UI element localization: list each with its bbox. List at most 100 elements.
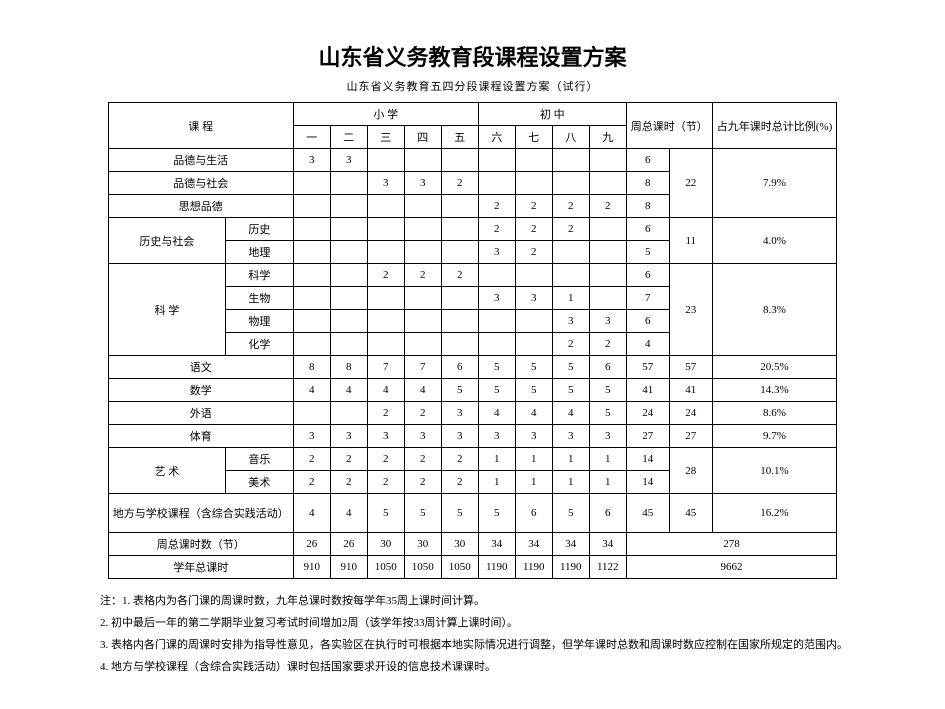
note-2: 2. 初中最后一年的第二学期毕业复习考试时间增加2周（该学年按33周计算上课时间… [100, 613, 905, 633]
cell: 3 [515, 287, 552, 310]
cell: 3 [478, 241, 515, 264]
label-geo: 地理 [225, 241, 293, 264]
cell [330, 402, 367, 425]
cell [404, 310, 441, 333]
cell: 2 [367, 448, 404, 471]
row-foreign: 外语 2 2 3 4 4 4 5 24 24 8.6% [108, 402, 837, 425]
cell [367, 195, 404, 218]
cell: 34 [589, 533, 626, 556]
group-wk-science: 23 [669, 264, 712, 356]
hdr-primary: 小 学 [293, 103, 478, 126]
cell [367, 149, 404, 172]
cell: 34 [515, 533, 552, 556]
cell [552, 172, 589, 195]
cell [404, 333, 441, 356]
subtotal: 14 [626, 471, 669, 494]
note-4: 4. 地方与学校课程（含综合实践活动）课时包括国家要求开设的信息技术课课时。 [100, 657, 905, 677]
cell: 34 [478, 533, 515, 556]
cell [441, 241, 478, 264]
cell [589, 264, 626, 287]
label-history: 历史 [225, 218, 293, 241]
notes-block: 注：1. 表格内为各门课的周课时数，九年总课时数按每学年35周上课时间计算。 2… [100, 591, 905, 677]
wk-foreign: 24 [669, 402, 712, 425]
cell [367, 241, 404, 264]
cell: 4 [404, 379, 441, 402]
cell: 3 [552, 310, 589, 333]
label-bio: 生物 [225, 287, 293, 310]
cell: 2 [552, 195, 589, 218]
label-moral-soc: 品德与社会 [108, 172, 293, 195]
subtotal: 45 [626, 494, 669, 533]
cell [330, 333, 367, 356]
cell: 2 [478, 195, 515, 218]
cell: 1050 [367, 556, 404, 579]
cell [293, 218, 330, 241]
cell: 3 [367, 172, 404, 195]
cell: 5 [515, 379, 552, 402]
cell: 1 [552, 471, 589, 494]
row-history: 历史与社会 历史 2 2 2 6 11 4.0% [108, 218, 837, 241]
wk-pe: 27 [669, 425, 712, 448]
cell [367, 218, 404, 241]
cell: 1 [478, 448, 515, 471]
cell: 3 [478, 425, 515, 448]
cell: 910 [293, 556, 330, 579]
cell: 2 [589, 195, 626, 218]
cell [293, 195, 330, 218]
cell: 2 [515, 195, 552, 218]
cell [589, 172, 626, 195]
cell: 26 [293, 533, 330, 556]
cell: 2 [367, 402, 404, 425]
cell: 5 [478, 494, 515, 533]
wk-chinese: 57 [669, 356, 712, 379]
cell: 5 [589, 379, 626, 402]
cell: 4 [478, 402, 515, 425]
hdr-junior: 初 中 [478, 103, 626, 126]
label-art-group: 艺 术 [108, 448, 225, 494]
cell [367, 310, 404, 333]
cell [515, 333, 552, 356]
cell: 6 [589, 356, 626, 379]
cell: 30 [441, 533, 478, 556]
subtotal: 6 [626, 264, 669, 287]
cell: 1122 [589, 556, 626, 579]
hdr-ratio: 占九年课时总计比例(%) [712, 103, 837, 149]
label-local: 地方与学校课程（含综合实践活动） [108, 494, 293, 533]
cell [515, 149, 552, 172]
cell: 4 [552, 402, 589, 425]
cell: 3 [404, 172, 441, 195]
hdr-course: 课 程 [108, 103, 293, 149]
cell [478, 310, 515, 333]
cell: 5 [367, 494, 404, 533]
wk-math: 41 [669, 379, 712, 402]
label-pe: 体育 [108, 425, 293, 448]
cell: 5 [589, 402, 626, 425]
subtotal: 14 [626, 448, 669, 471]
cell [589, 218, 626, 241]
label-hist-soc-group: 历史与社会 [108, 218, 225, 264]
pct-pe: 9.7% [712, 425, 837, 448]
cell: 1190 [552, 556, 589, 579]
pct-local: 16.2% [712, 494, 837, 533]
cell [441, 287, 478, 310]
label-week-total: 周总课时数（节） [108, 533, 293, 556]
subtotal: 8 [626, 195, 669, 218]
cell: 1 [478, 471, 515, 494]
cell: 2 [404, 264, 441, 287]
label-art: 美术 [225, 471, 293, 494]
label-year-total: 学年总课时 [108, 556, 293, 579]
subtotal: 4 [626, 333, 669, 356]
cell [367, 333, 404, 356]
hdr-g3: 三 [367, 126, 404, 149]
wk-local: 45 [669, 494, 712, 533]
cell: 1050 [441, 556, 478, 579]
cell [404, 241, 441, 264]
cell: 2 [552, 333, 589, 356]
cell: 2 [441, 471, 478, 494]
cell [515, 172, 552, 195]
cell [330, 264, 367, 287]
cell [552, 149, 589, 172]
cell [515, 310, 552, 333]
page-subtitle: 山东省义务教育五四分段课程设置方案（试行） [40, 78, 905, 94]
hdr-g6: 六 [478, 126, 515, 149]
